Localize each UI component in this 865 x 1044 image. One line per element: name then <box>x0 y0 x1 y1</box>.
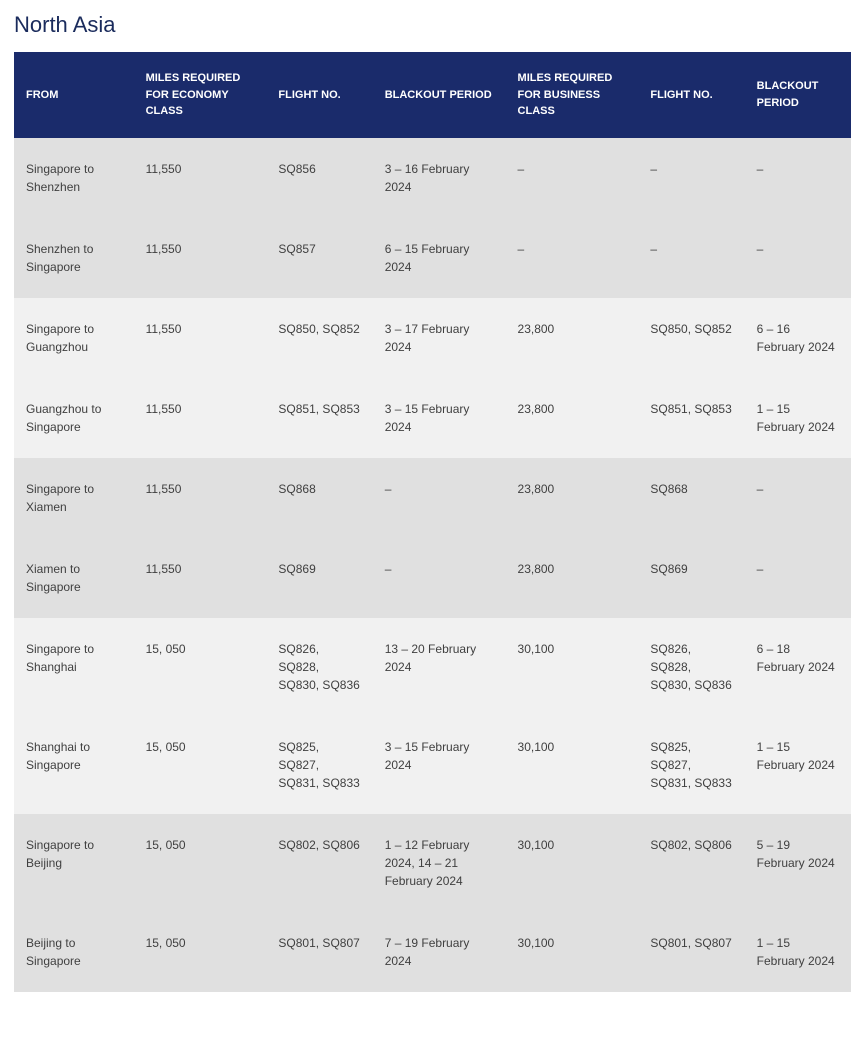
cell-from: Singapore to Shenzhen <box>14 138 134 218</box>
col-eco-flight: FLIGHT NO. <box>266 52 372 138</box>
cell-biz-miles: – <box>506 218 639 298</box>
cell-eco-miles: 15, 050 <box>134 814 267 912</box>
cell-biz-flight: SQ869 <box>638 538 744 618</box>
cell-biz-blackout: – <box>745 538 851 618</box>
cell-from: Singapore to Xiamen <box>14 458 134 538</box>
col-eco-miles: MILES REQUIRED FOR ECONOMY CLASS <box>134 52 267 138</box>
cell-biz-blackout: 1 – 15 February 2024 <box>745 912 851 992</box>
cell-biz-blackout: 1 – 15 February 2024 <box>745 716 851 814</box>
miles-table: FROM MILES REQUIRED FOR ECONOMY CLASS FL… <box>14 52 851 992</box>
cell-biz-flight: SQ850, SQ852 <box>638 298 744 378</box>
col-biz-blackout: BLACKOUT PERIOD <box>745 52 851 138</box>
cell-eco-miles: 15, 050 <box>134 716 267 814</box>
col-biz-miles: MILES REQUIRED FOR BUSINESS CLASS <box>506 52 639 138</box>
table-row: Shenzhen to Singapore11,550SQ8576 – 15 F… <box>14 218 851 298</box>
cell-eco-miles: 11,550 <box>134 218 267 298</box>
cell-biz-miles: 30,100 <box>506 716 639 814</box>
cell-biz-miles: 30,100 <box>506 912 639 992</box>
cell-biz-blackout: 1 – 15 February 2024 <box>745 378 851 458</box>
cell-eco-flight: SQ869 <box>266 538 372 618</box>
cell-eco-flight: SQ825, SQ827, SQ831, SQ833 <box>266 716 372 814</box>
cell-eco-blackout: – <box>373 458 506 538</box>
cell-eco-blackout: – <box>373 538 506 618</box>
col-eco-blackout: BLACKOUT PERIOD <box>373 52 506 138</box>
cell-eco-blackout: 1 – 12 February 2024, 14 – 21 February 2… <box>373 814 506 912</box>
cell-eco-flight: SQ856 <box>266 138 372 218</box>
cell-eco-blackout: 3 – 16 February 2024 <box>373 138 506 218</box>
cell-from: Beijing to Singapore <box>14 912 134 992</box>
cell-biz-miles: 30,100 <box>506 814 639 912</box>
cell-biz-flight: – <box>638 218 744 298</box>
cell-from: Shenzhen to Singapore <box>14 218 134 298</box>
cell-eco-blackout: 3 – 17 February 2024 <box>373 298 506 378</box>
cell-eco-flight: SQ802, SQ806 <box>266 814 372 912</box>
cell-eco-blackout: 7 – 19 February 2024 <box>373 912 506 992</box>
cell-eco-flight: SQ850, SQ852 <box>266 298 372 378</box>
table-row: Singapore to Shanghai15, 050SQ826, SQ828… <box>14 618 851 716</box>
cell-biz-flight: SQ825, SQ827, SQ831, SQ833 <box>638 716 744 814</box>
cell-eco-miles: 11,550 <box>134 138 267 218</box>
cell-biz-flight: SQ826, SQ828, SQ830, SQ836 <box>638 618 744 716</box>
cell-biz-blackout: – <box>745 458 851 538</box>
table-row: Singapore to Shenzhen11,550SQ8563 – 16 F… <box>14 138 851 218</box>
table-header-row: FROM MILES REQUIRED FOR ECONOMY CLASS FL… <box>14 52 851 138</box>
cell-biz-miles: 23,800 <box>506 378 639 458</box>
cell-biz-miles: 23,800 <box>506 298 639 378</box>
region-title: North Asia <box>14 12 851 38</box>
cell-eco-flight: SQ801, SQ807 <box>266 912 372 992</box>
cell-biz-flight: SQ801, SQ807 <box>638 912 744 992</box>
cell-from: Guangzhou to Singapore <box>14 378 134 458</box>
col-biz-flight: FLIGHT NO. <box>638 52 744 138</box>
cell-biz-miles: 30,100 <box>506 618 639 716</box>
cell-biz-blackout: – <box>745 218 851 298</box>
col-from: FROM <box>14 52 134 138</box>
cell-from: Singapore to Shanghai <box>14 618 134 716</box>
cell-eco-blackout: 13 – 20 February 2024 <box>373 618 506 716</box>
cell-eco-miles: 15, 050 <box>134 912 267 992</box>
cell-eco-blackout: 3 – 15 February 2024 <box>373 716 506 814</box>
cell-eco-flight: SQ851, SQ853 <box>266 378 372 458</box>
table-row: Shanghai to Singapore15, 050SQ825, SQ827… <box>14 716 851 814</box>
cell-eco-miles: 11,550 <box>134 458 267 538</box>
cell-biz-flight: SQ868 <box>638 458 744 538</box>
table-row: Singapore to Guangzhou11,550SQ850, SQ852… <box>14 298 851 378</box>
cell-biz-flight: SQ802, SQ806 <box>638 814 744 912</box>
cell-biz-miles: 23,800 <box>506 458 639 538</box>
cell-from: Shanghai to Singapore <box>14 716 134 814</box>
table-row: Singapore to Xiamen11,550SQ868–23,800SQ8… <box>14 458 851 538</box>
cell-from: Singapore to Beijing <box>14 814 134 912</box>
table-row: Xiamen to Singapore11,550SQ869–23,800SQ8… <box>14 538 851 618</box>
cell-from: Singapore to Guangzhou <box>14 298 134 378</box>
cell-eco-flight: SQ868 <box>266 458 372 538</box>
cell-biz-flight: SQ851, SQ853 <box>638 378 744 458</box>
cell-biz-blackout: 6 – 18 February 2024 <box>745 618 851 716</box>
cell-biz-miles: – <box>506 138 639 218</box>
cell-biz-flight: – <box>638 138 744 218</box>
cell-eco-miles: 11,550 <box>134 538 267 618</box>
cell-eco-blackout: 6 – 15 February 2024 <box>373 218 506 298</box>
cell-biz-miles: 23,800 <box>506 538 639 618</box>
cell-eco-miles: 11,550 <box>134 298 267 378</box>
cell-biz-blackout: – <box>745 138 851 218</box>
cell-biz-blackout: 6 – 16 February 2024 <box>745 298 851 378</box>
cell-eco-miles: 15, 050 <box>134 618 267 716</box>
table-row: Singapore to Beijing15, 050SQ802, SQ8061… <box>14 814 851 912</box>
cell-from: Xiamen to Singapore <box>14 538 134 618</box>
table-row: Beijing to Singapore15, 050SQ801, SQ8077… <box>14 912 851 992</box>
cell-eco-flight: SQ826, SQ828, SQ830, SQ836 <box>266 618 372 716</box>
cell-biz-blackout: 5 – 19 February 2024 <box>745 814 851 912</box>
cell-eco-flight: SQ857 <box>266 218 372 298</box>
cell-eco-miles: 11,550 <box>134 378 267 458</box>
table-row: Guangzhou to Singapore11,550SQ851, SQ853… <box>14 378 851 458</box>
cell-eco-blackout: 3 – 15 February 2024 <box>373 378 506 458</box>
